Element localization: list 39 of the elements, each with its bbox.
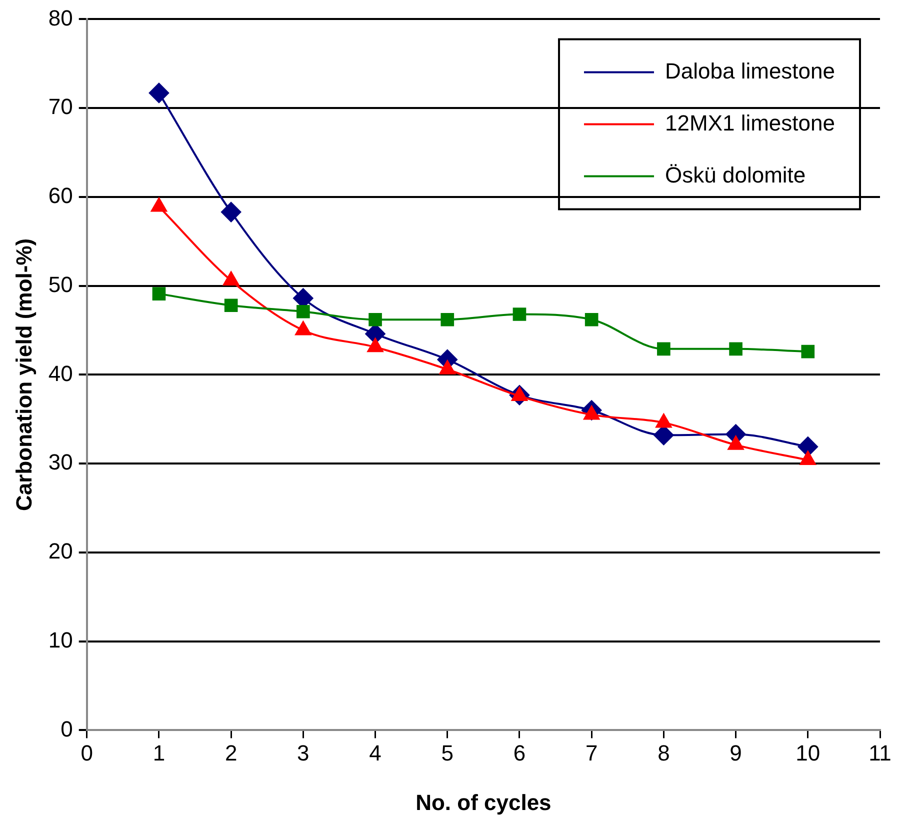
x-tick-label: 5 [441, 740, 454, 766]
y-axis-title: Carbonation yield (mol-%) [11, 238, 36, 511]
y-tick-label: 20 [48, 538, 73, 564]
point [801, 344, 815, 358]
point [296, 304, 310, 318]
y-tick-label: 70 [48, 94, 73, 120]
x-tick-label: 0 [80, 740, 93, 766]
x-tick-label: 2 [224, 740, 238, 766]
point [368, 312, 382, 326]
x-tick-label: 4 [369, 740, 382, 766]
point [512, 308, 526, 321]
point [657, 342, 670, 356]
x-axis-title: No. of cycles [416, 790, 552, 815]
y-tick-label: 50 [48, 272, 73, 297]
x-tick-label: 9 [730, 740, 742, 766]
legend-label: Öskü dolomite [665, 162, 806, 188]
y-tick-label: 60 [48, 183, 73, 208]
y-tick-label: 30 [48, 450, 73, 475]
legend-label: Daloba limestone [665, 58, 835, 84]
x-tick-label: 7 [585, 740, 598, 766]
x-tick-label: 8 [658, 740, 670, 766]
point [584, 312, 598, 326]
point [221, 202, 242, 222]
x-tick-label: 6 [513, 740, 526, 766]
point [729, 342, 742, 356]
point [440, 312, 454, 326]
y-tick-label: 80 [48, 5, 73, 30]
point [152, 287, 166, 300]
x-tick-label: 11 [868, 740, 892, 766]
point [798, 436, 818, 457]
x-tick-label: 1 [152, 740, 166, 766]
y-tick-label: 10 [48, 627, 73, 652]
y-tick-label: 40 [48, 360, 73, 386]
x-tick-label: 3 [297, 740, 310, 766]
x-tick-label: 10 [796, 740, 820, 766]
y-tick-label: 0 [60, 716, 73, 742]
point [148, 82, 169, 103]
legend-label: 12MX1 limestone [665, 110, 835, 136]
point [224, 298, 238, 312]
